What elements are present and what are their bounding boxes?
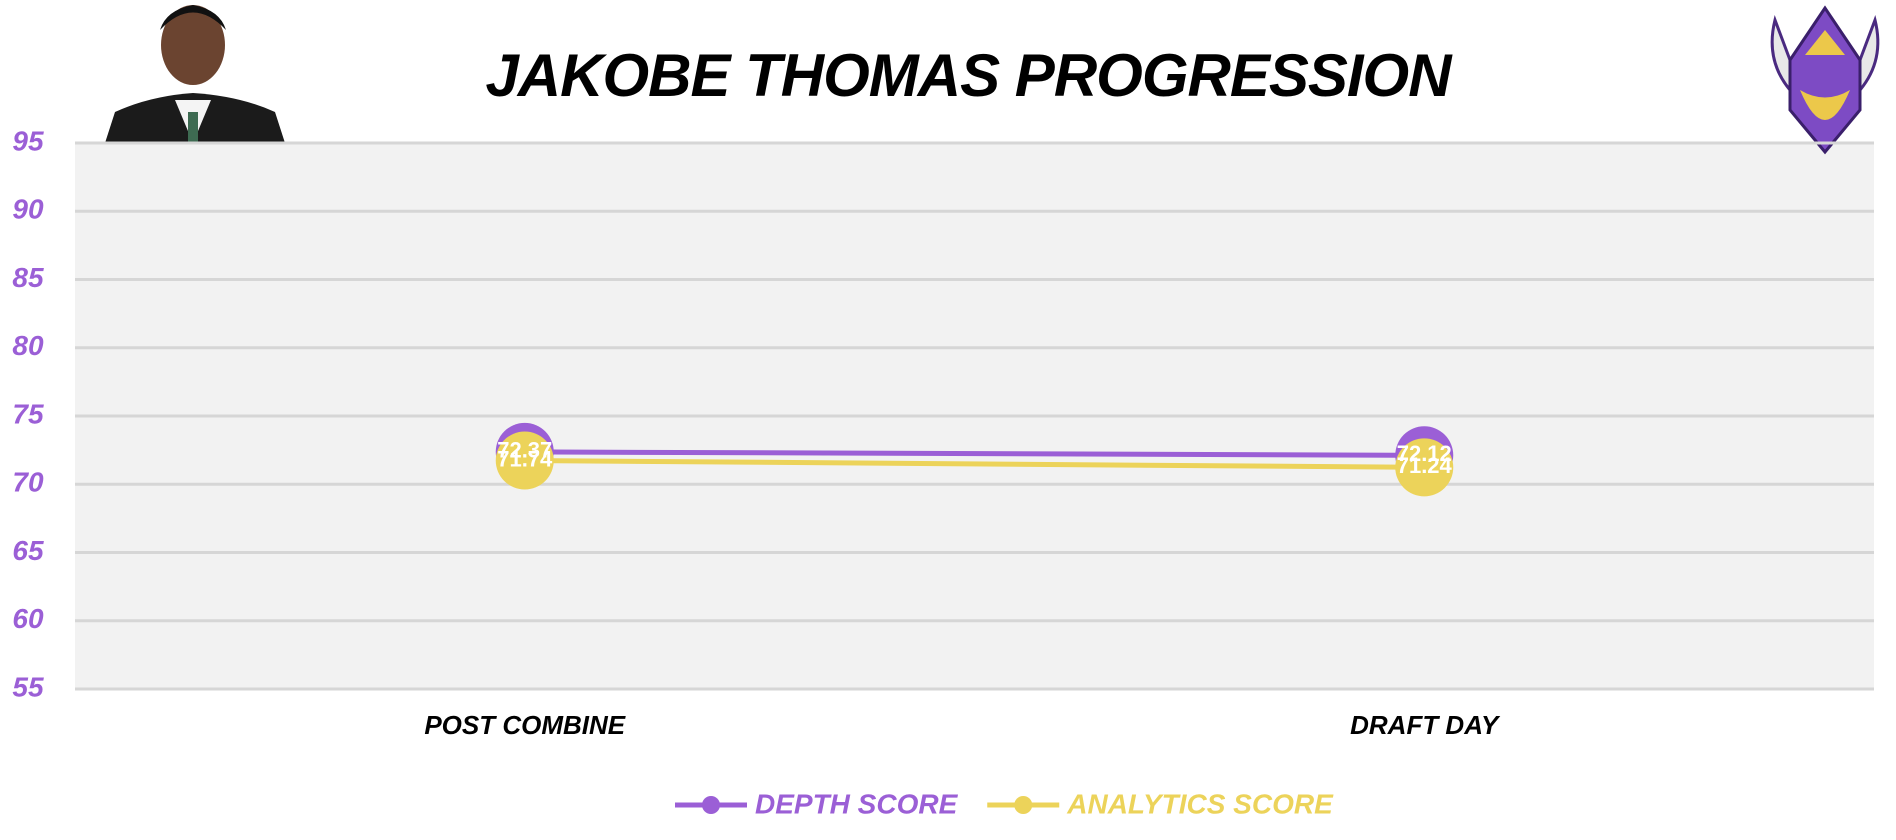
- y-tick-label: 85: [12, 262, 44, 293]
- series-line: [524, 457, 1425, 470]
- y-tick-label: 95: [12, 125, 44, 156]
- y-tick-label: 90: [12, 194, 44, 225]
- x-tick-label: POST COMBINE: [424, 710, 625, 740]
- data-label: 72.37: [497, 438, 552, 463]
- chart-title: JAKOBE THOMAS PROGRESSION: [485, 42, 1453, 109]
- y-tick-label: 70: [12, 467, 44, 498]
- legend-marker: [702, 796, 720, 814]
- y-tick-label: 55: [12, 671, 44, 702]
- series-line: [524, 449, 1425, 458]
- y-tick-label: 65: [12, 535, 44, 566]
- data-label: 71.74: [497, 446, 553, 471]
- data-label: 71.24: [1397, 453, 1453, 478]
- y-tick-label: 60: [12, 603, 44, 634]
- player-photo: [105, 5, 285, 143]
- data-point: [1395, 438, 1454, 497]
- legend-label: DEPTH SCORE: [755, 788, 959, 819]
- data-point: [495, 431, 554, 490]
- team-logo: [1770, 5, 1880, 155]
- x-tick-label: DRAFT DAY: [1350, 710, 1501, 740]
- legend-marker: [1014, 796, 1033, 814]
- y-tick-label: 80: [12, 330, 44, 361]
- legend-label: ANALYTICS SCORE: [1066, 788, 1334, 819]
- y-tick-label: 75: [12, 398, 44, 429]
- data-label: 72.12: [1397, 441, 1452, 466]
